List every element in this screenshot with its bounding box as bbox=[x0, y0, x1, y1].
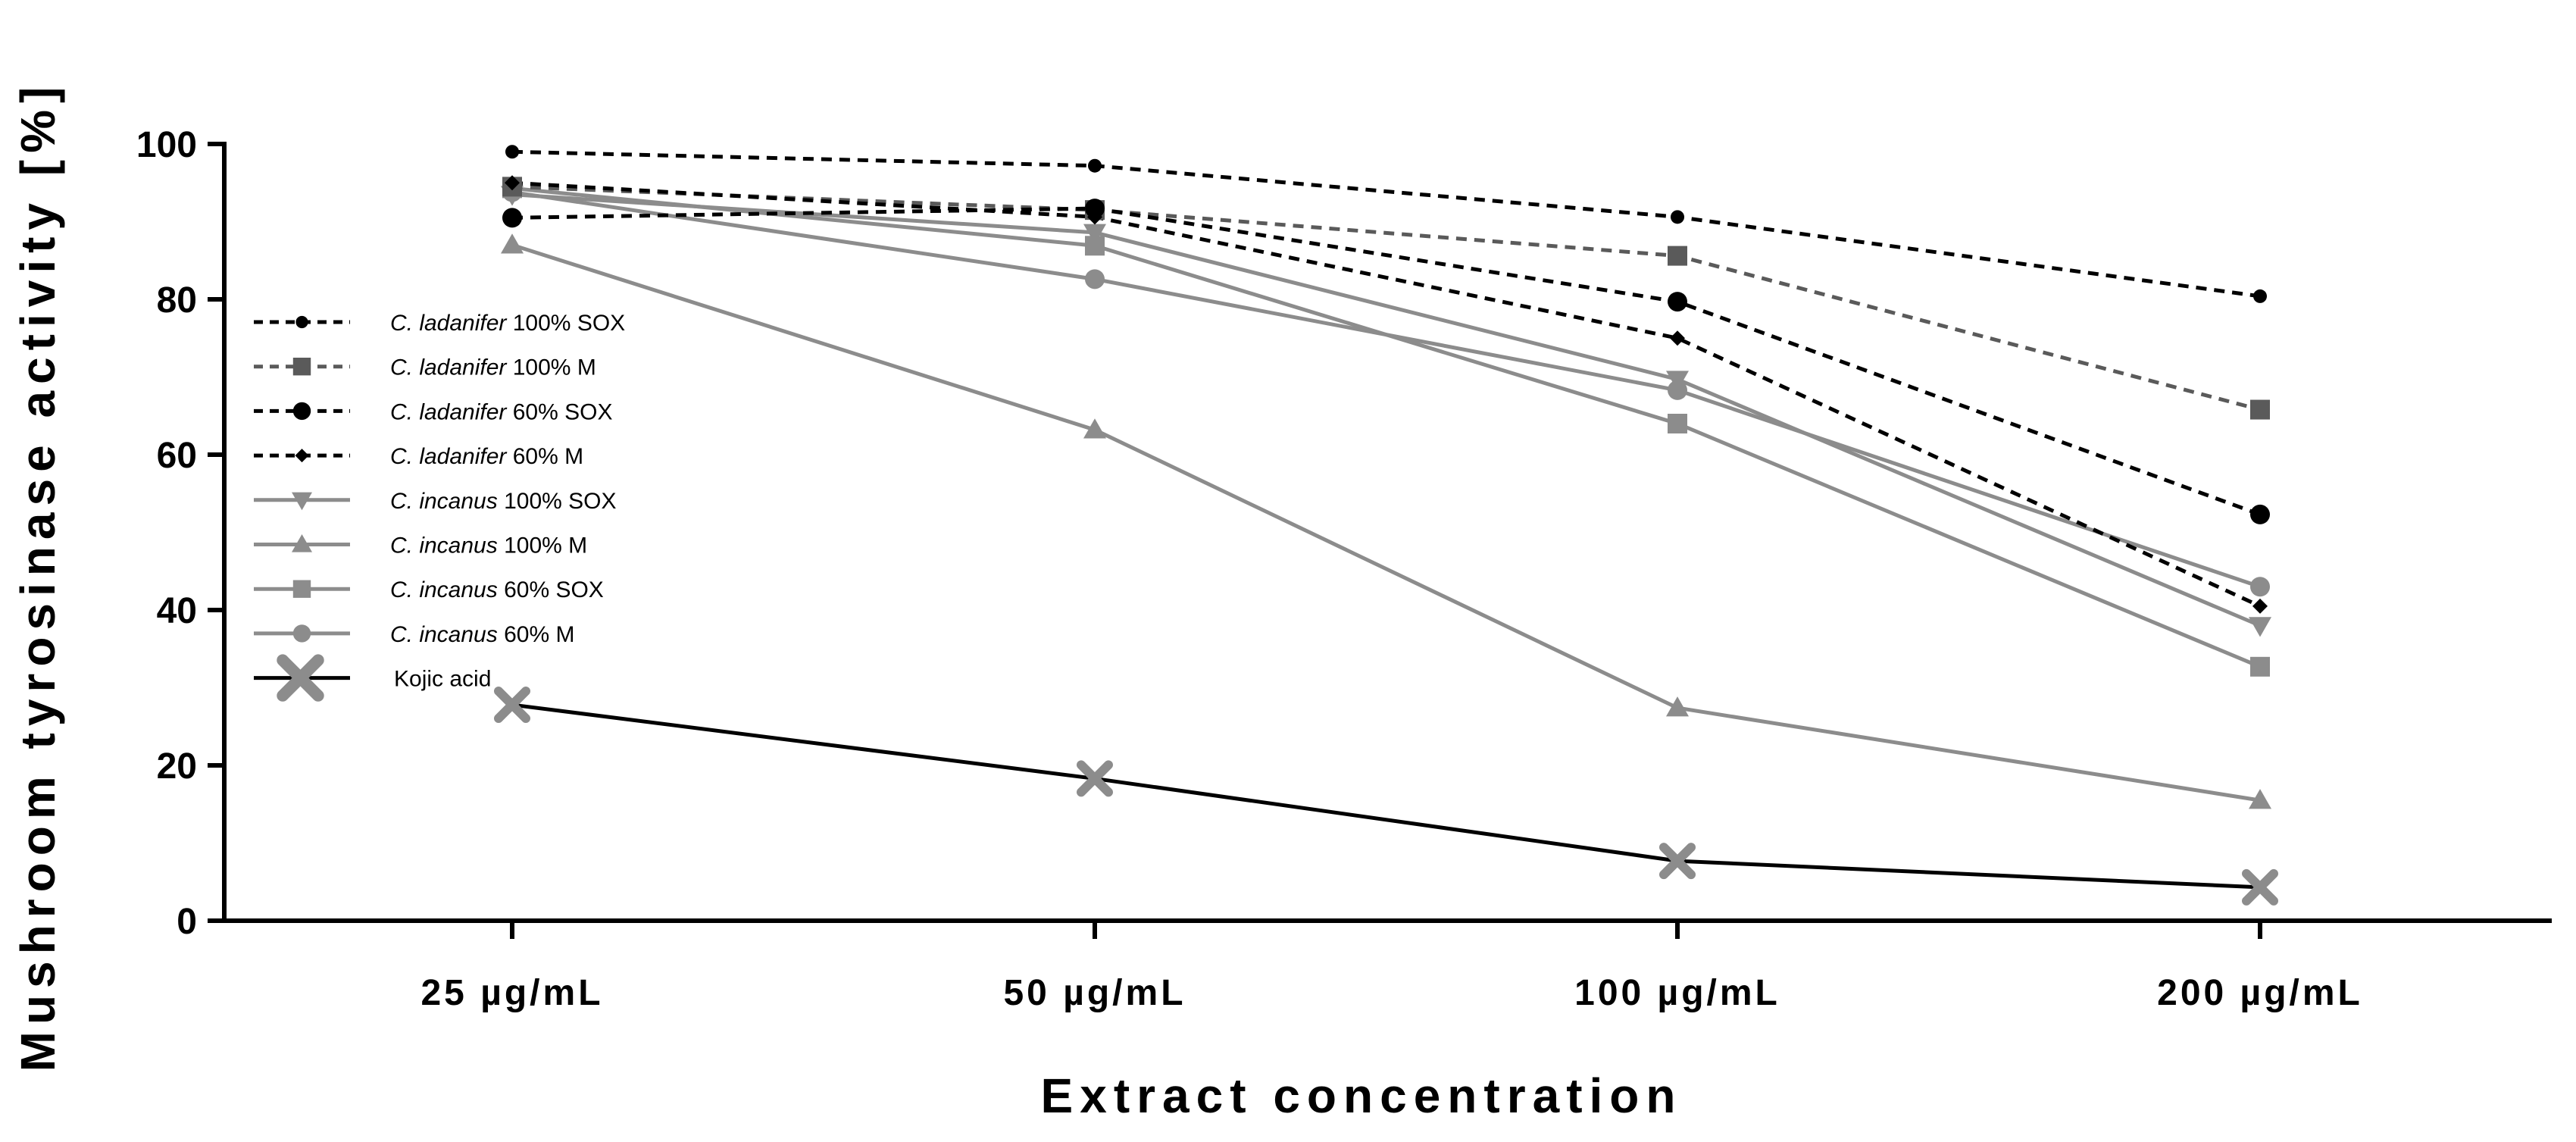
data-point bbox=[1083, 224, 1106, 244]
x-tick-label: 25 µg/mL bbox=[420, 973, 603, 1013]
data-point bbox=[501, 233, 524, 254]
data-point bbox=[1088, 158, 1102, 173]
legend: C. ladanifer 100% SOX C. ladanifer 100% M… bbox=[254, 311, 625, 702]
data-point bbox=[1666, 696, 1689, 717]
y-tick-label: 0 bbox=[177, 902, 197, 942]
series-line bbox=[511, 190, 2261, 589]
data-point bbox=[2249, 789, 2271, 809]
y-tick-label: 60 bbox=[157, 436, 197, 476]
data-point bbox=[1671, 210, 1684, 224]
x-tick-label: 200 µg/mL bbox=[2157, 973, 2363, 1013]
data-point bbox=[1659, 843, 1696, 880]
data-point bbox=[2250, 504, 2270, 524]
legend-marker bbox=[292, 358, 311, 376]
legend-marker bbox=[292, 624, 311, 643]
x-tick-label: 50 µg/mL bbox=[1003, 973, 1186, 1013]
data-point bbox=[1085, 199, 1105, 219]
legend-label: C. ladanifer 100% M bbox=[390, 355, 596, 380]
y-tick-label: 100 bbox=[136, 125, 197, 165]
data-point bbox=[1668, 414, 1687, 433]
legend-marker bbox=[292, 492, 312, 511]
series-line bbox=[511, 184, 2261, 411]
data-point bbox=[2253, 289, 2267, 303]
series-line bbox=[511, 192, 2261, 627]
data-point bbox=[1087, 209, 1102, 225]
axes: 0 20 40 60 80 100 25 µg/mL 50 µg/mL 100 µg/mL 200… bbox=[136, 125, 2552, 1013]
x-axis-title: Extract concentration bbox=[1041, 1068, 1683, 1123]
series-line bbox=[511, 242, 2261, 803]
data-point bbox=[1077, 760, 1113, 797]
data-point bbox=[1083, 418, 1106, 439]
data-point bbox=[2252, 598, 2268, 614]
legend-label: C. ladanifer 100% SOX bbox=[390, 311, 625, 336]
y-tick-label: 80 bbox=[157, 280, 197, 321]
series-line bbox=[511, 186, 2261, 669]
legend-label: C. incanus 100% SOX bbox=[390, 489, 617, 514]
data-point bbox=[2242, 868, 2278, 906]
data-point bbox=[1085, 236, 1105, 256]
y-tick-label: 20 bbox=[157, 746, 197, 787]
series-line bbox=[511, 702, 2261, 890]
y-axis-title: Mushroom tyrosinase activity [%] bbox=[11, 80, 65, 1072]
x-tick-label: 100 µg/mL bbox=[1574, 973, 1780, 1013]
legend-marker bbox=[295, 449, 309, 463]
series-markers bbox=[494, 145, 2278, 906]
legend-marker bbox=[292, 580, 311, 598]
legend-label: C. ladanifer 60% SOX bbox=[390, 399, 612, 424]
data-point bbox=[2250, 399, 2270, 420]
legend-label: C. incanus 60% M bbox=[390, 622, 574, 647]
data-point bbox=[2249, 617, 2271, 637]
data-point bbox=[502, 208, 522, 228]
legend-marker bbox=[295, 315, 308, 329]
legend-marker bbox=[292, 534, 312, 552]
legend-label: C. incanus 60% SOX bbox=[390, 577, 604, 602]
legend-marker bbox=[277, 654, 324, 702]
data-point bbox=[505, 175, 520, 191]
data-point bbox=[1668, 380, 1687, 400]
data-point bbox=[1085, 269, 1105, 289]
series-lines bbox=[511, 149, 2262, 890]
data-point bbox=[2250, 577, 2270, 597]
data-point bbox=[494, 687, 530, 724]
series-line bbox=[511, 149, 2261, 299]
data-point bbox=[1670, 330, 1685, 346]
data-point bbox=[1668, 292, 1687, 312]
series-line bbox=[511, 206, 2261, 517]
legend-label: C. incanus 100% M bbox=[390, 533, 587, 558]
y-tick-label: 40 bbox=[157, 591, 197, 631]
data-point bbox=[505, 145, 519, 159]
data-point bbox=[1668, 246, 1687, 266]
legend-marker bbox=[292, 402, 311, 421]
legend-label: C. ladanifer 60% M bbox=[390, 444, 583, 469]
series-line bbox=[511, 180, 2262, 609]
legend-label: Kojic acid bbox=[394, 667, 491, 692]
data-point bbox=[2250, 656, 2270, 677]
